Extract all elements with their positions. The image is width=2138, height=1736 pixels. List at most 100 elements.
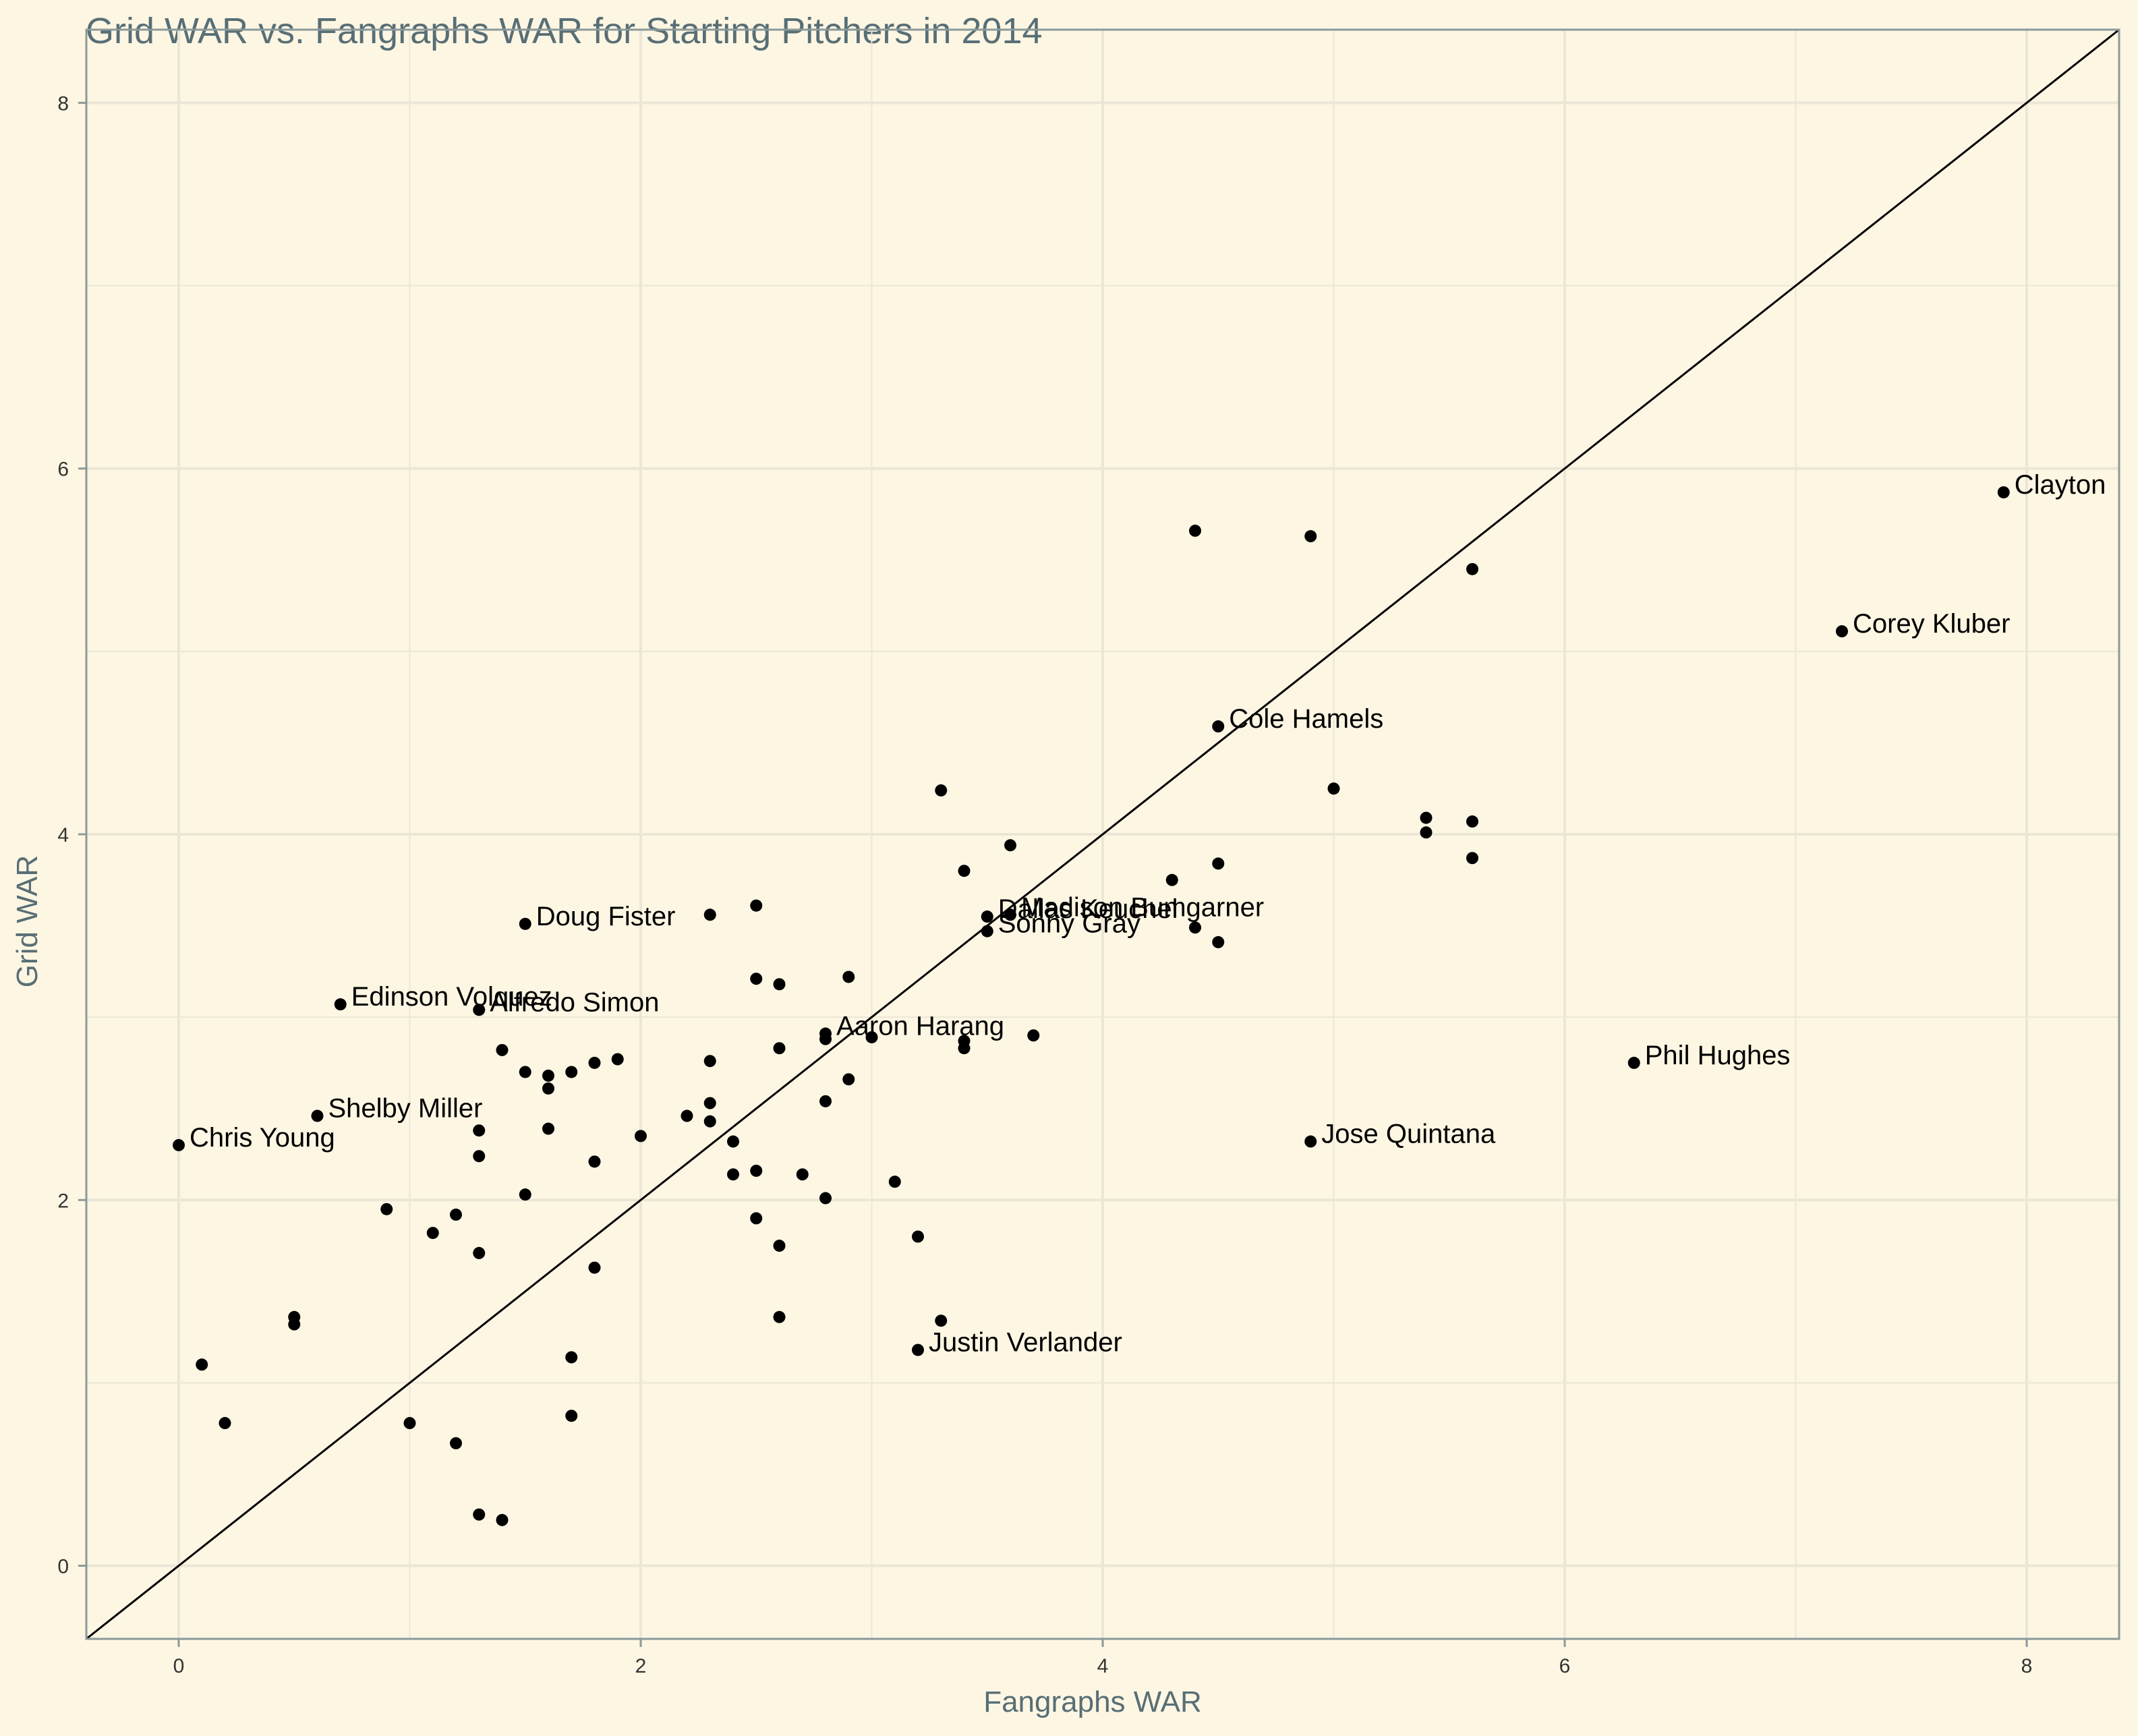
point-label: Alfredo Simon <box>490 987 659 1017</box>
point-label: Justin Verlander <box>929 1328 1122 1358</box>
data-point <box>1212 935 1225 948</box>
x-tick-label: 0 <box>173 1655 185 1677</box>
data-point <box>703 908 716 921</box>
data-point <box>334 998 347 1011</box>
data-point <box>958 865 971 877</box>
data-point <box>912 1343 924 1356</box>
data-point <box>496 1043 509 1056</box>
data-point <box>473 1124 486 1137</box>
data-point <box>703 1115 716 1128</box>
data-point <box>588 1056 601 1069</box>
data-point <box>1466 815 1478 828</box>
data-point <box>519 1066 531 1078</box>
data-point <box>450 1437 462 1449</box>
point-label: Shelby Miller <box>328 1094 483 1124</box>
data-point <box>842 971 855 983</box>
y-tick-label: 4 <box>57 824 69 846</box>
data-point <box>1004 908 1016 921</box>
data-point <box>588 1155 601 1168</box>
data-point <box>1004 839 1016 852</box>
x-axis-ticks: 0 2 4 6 8 <box>173 1639 2033 1677</box>
data-point <box>473 1246 486 1259</box>
point-label: Cole Hamels <box>1229 704 1383 734</box>
point-label: Chris Young <box>190 1123 335 1153</box>
data-point <box>565 1351 578 1364</box>
data-point <box>750 1212 763 1225</box>
data-point <box>542 1082 554 1095</box>
y-tick-label: 2 <box>57 1190 69 1212</box>
data-point <box>542 1069 554 1082</box>
data-point <box>588 1261 601 1274</box>
x-tick-label: 8 <box>2021 1655 2033 1677</box>
point-label: Jose Quintana <box>1321 1120 1496 1149</box>
data-point <box>681 1109 693 1122</box>
data-point <box>473 1004 486 1016</box>
data-point <box>635 1130 647 1142</box>
data-point <box>450 1208 462 1221</box>
reference-line-y-equals-x <box>86 28 2120 1640</box>
point-label: Clayton <box>2015 470 2106 500</box>
data-point <box>703 1055 716 1068</box>
data-point <box>1420 811 1433 824</box>
data-point <box>611 1053 624 1066</box>
data-point <box>773 1240 786 1252</box>
data-point <box>773 1042 786 1055</box>
point-label: Dallas Keuchel <box>998 894 1178 924</box>
data-point <box>888 1176 901 1188</box>
data-point <box>403 1417 416 1430</box>
point-label: Aaron Harang <box>836 1012 1004 1041</box>
data-point <box>542 1122 554 1135</box>
data-point <box>1304 1135 1317 1148</box>
data-point <box>1189 921 1201 934</box>
x-tick-label: 4 <box>1097 1655 1109 1677</box>
data-point <box>1212 857 1225 870</box>
data-point <box>703 1097 716 1109</box>
data-point <box>750 899 763 912</box>
point-labels: Clayton Corey Kluber Cole Hamels Doug Fiste… <box>190 470 2106 1358</box>
y-tick-label: 6 <box>57 459 69 481</box>
data-point <box>219 1417 231 1430</box>
x-tick-label: 2 <box>635 1655 647 1677</box>
reference-line-layer <box>86 28 2120 1640</box>
y-tick-label: 0 <box>57 1556 69 1578</box>
data-point <box>750 973 763 985</box>
data-point <box>819 1027 832 1040</box>
data-point <box>565 1410 578 1422</box>
data-point <box>173 1138 185 1151</box>
x-tick-label: 6 <box>1559 1655 1571 1677</box>
point-label: Sonny Gray <box>998 909 1140 939</box>
data-point <box>865 1031 878 1043</box>
data-point <box>565 1066 578 1078</box>
data-point <box>519 917 531 930</box>
data-point <box>473 1508 486 1521</box>
data-point <box>1304 530 1317 543</box>
data-point <box>196 1358 208 1371</box>
data-point <box>473 1150 486 1163</box>
data-point <box>1997 486 2010 498</box>
data-point <box>311 1109 324 1122</box>
data-point <box>773 978 786 991</box>
data-point <box>1189 524 1201 537</box>
data-point <box>750 1164 763 1177</box>
data-point <box>380 1203 393 1215</box>
y-tick-label: 8 <box>57 92 69 115</box>
data-point <box>288 1318 301 1331</box>
point-label: Edinson Volquez <box>351 982 552 1012</box>
data-point <box>958 1042 971 1055</box>
data-point <box>1627 1056 1640 1069</box>
point-label: Doug Fister <box>536 902 676 931</box>
point-label: Phil Hughes <box>1645 1041 1791 1070</box>
data-point <box>1212 720 1225 733</box>
point-label: Corey Kluber <box>1853 609 2010 639</box>
data-point <box>1420 826 1433 839</box>
y-axis-ticks: 0 2 4 6 8 <box>57 92 86 1578</box>
data-point <box>796 1168 809 1181</box>
data-point <box>1165 873 1178 886</box>
data-point <box>981 910 993 923</box>
point-label: Madison Bumgarner <box>1021 892 1264 922</box>
data-point <box>935 784 948 797</box>
data-point <box>1327 782 1340 795</box>
data-point <box>1836 625 1848 638</box>
